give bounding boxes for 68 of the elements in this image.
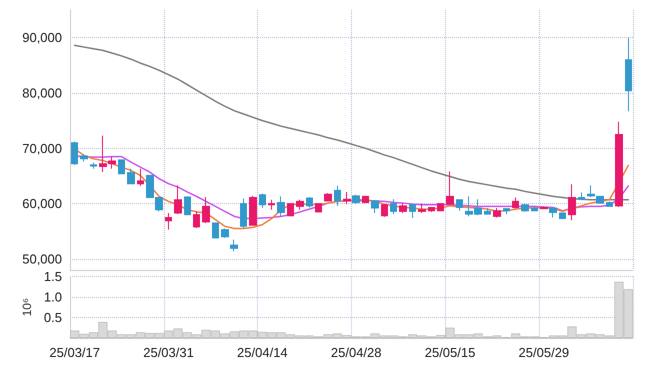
candlestick xyxy=(606,200,613,208)
candlestick xyxy=(268,199,275,210)
candlestick xyxy=(446,171,454,206)
candlestick xyxy=(165,212,172,230)
candlestick xyxy=(390,198,397,215)
y-tick-label: 60,000 xyxy=(22,196,62,212)
y-tick-label: 70,000 xyxy=(22,140,62,156)
candlestick xyxy=(193,210,200,228)
candlestick xyxy=(221,228,229,238)
candlestick xyxy=(259,193,266,209)
x-tick-label: 25/03/31 xyxy=(143,345,194,360)
candlestick xyxy=(568,184,576,221)
candlestick xyxy=(521,203,529,212)
x-tick-label: 25/04/28 xyxy=(330,345,382,360)
candlestick xyxy=(428,206,435,212)
candlestick xyxy=(118,158,125,174)
y-tick-label: 1.0 xyxy=(44,290,62,304)
candlestick xyxy=(399,203,407,214)
x-tick-label: 25/03/17 xyxy=(49,345,100,360)
candlestick xyxy=(362,196,369,204)
y-axis-title: 10⁶ xyxy=(20,298,34,316)
candlestick xyxy=(184,196,191,216)
candlestick xyxy=(343,192,351,205)
line-series xyxy=(74,44,630,200)
candlestick xyxy=(503,208,510,215)
candlestick xyxy=(484,208,491,216)
y-tick-label: 90,000 xyxy=(22,30,62,46)
candlestick xyxy=(437,203,444,212)
candlestick xyxy=(334,185,341,206)
candlestick xyxy=(240,198,247,228)
candlestick xyxy=(306,196,313,208)
candlestick xyxy=(409,204,416,218)
candlestick xyxy=(324,192,332,202)
candlestick xyxy=(212,222,219,238)
candlestick xyxy=(80,154,88,162)
y-tick-label: 50,000 xyxy=(22,251,62,266)
candlestick xyxy=(296,199,304,210)
candlestick xyxy=(625,37,632,112)
candlestick xyxy=(249,195,257,226)
candlestick xyxy=(127,168,135,185)
candlestick xyxy=(71,141,78,166)
candlestick xyxy=(277,196,285,216)
candlestick xyxy=(352,194,360,204)
candlestick xyxy=(381,204,388,218)
candlestick xyxy=(456,198,463,212)
candlestick xyxy=(202,196,210,224)
x-tick-label: 25/05/15 xyxy=(424,345,476,360)
candlestick xyxy=(371,200,379,214)
candlestick xyxy=(174,184,182,215)
candlestick xyxy=(287,202,294,217)
candlestick xyxy=(531,206,538,212)
candlestick xyxy=(137,168,144,186)
candlestick xyxy=(549,206,557,218)
candlestick xyxy=(615,121,623,208)
candlestick xyxy=(418,203,426,214)
candlestick xyxy=(493,208,501,218)
x-tick-label: 25/04/14 xyxy=(237,345,288,360)
candlestick xyxy=(559,212,566,220)
y-tick-label: 80,000 xyxy=(22,85,62,100)
candlestick xyxy=(512,197,519,210)
x-tick-label: 25/05/29 xyxy=(518,345,570,360)
y-tick-label: 0.5 xyxy=(44,310,62,325)
y-tick-label: 1.5 xyxy=(44,269,62,284)
candlestick xyxy=(578,192,585,201)
candlestick xyxy=(315,202,322,213)
candlestick xyxy=(540,206,548,210)
candlestick xyxy=(230,239,238,252)
candlestick xyxy=(90,162,97,170)
